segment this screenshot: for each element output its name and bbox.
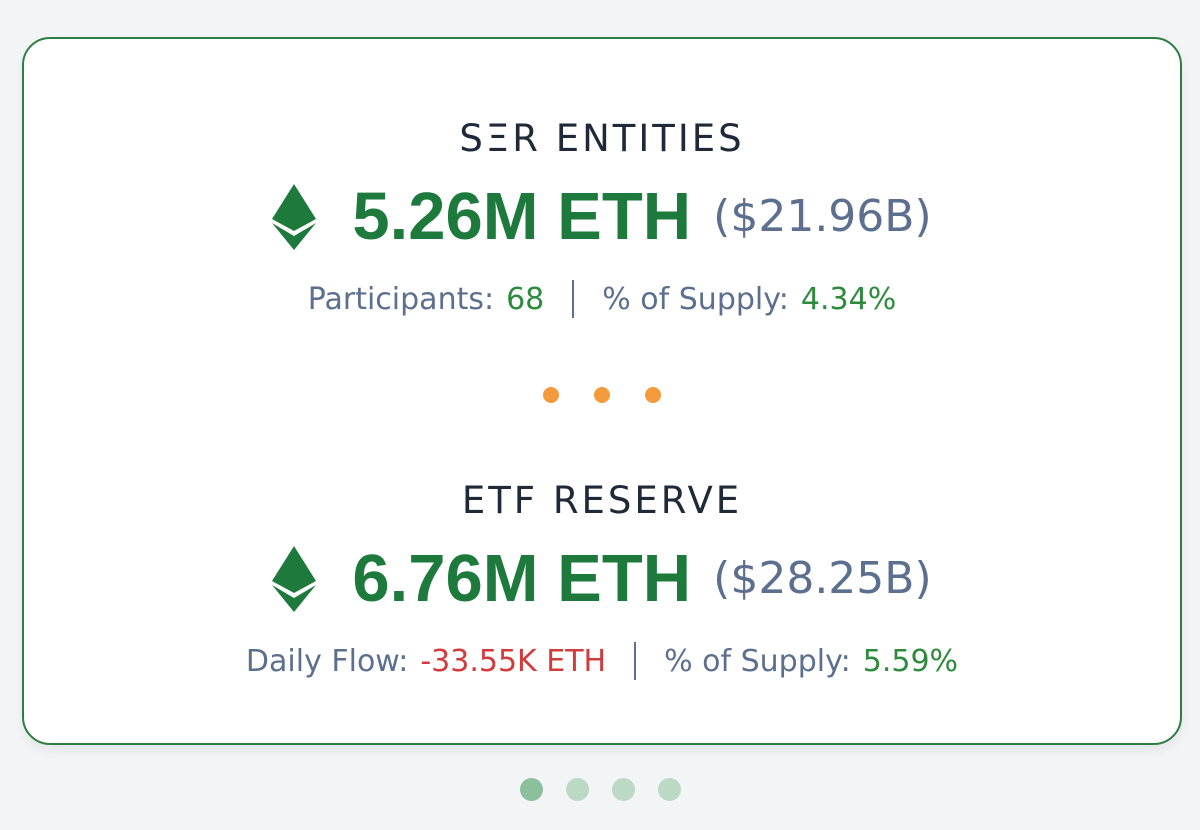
separator-dot [594, 387, 610, 403]
stats-row: Daily Flow: -33.55K ETH % of Supply: 5.5… [24, 639, 1180, 683]
usd-value: ($21.96B) [713, 191, 932, 242]
section-label: SΞR ENTITIES [459, 117, 745, 160]
participants-label: Participants: [307, 281, 495, 317]
pager-dot-3[interactable] [611, 778, 635, 801]
separator-dots [24, 387, 1180, 403]
daily-flow-label: Daily Flow: [245, 643, 409, 679]
ethereum-icon [272, 546, 317, 612]
amount-row: 5.26M ETH ($21.96B) [24, 179, 1180, 255]
section-etf-reserve: ETF RESERVE 6.76M ETH ($28.25B) Daily Fl… [24, 479, 1180, 683]
carousel-pager [0, 778, 1200, 801]
supply-value: 4.34% [800, 281, 897, 317]
pager-dot-1[interactable] [519, 778, 543, 801]
pager-dot-2[interactable] [565, 778, 589, 801]
pager-dot-4[interactable] [657, 778, 681, 801]
separator-dot [543, 387, 559, 403]
amount-row: 6.76M ETH ($28.25B) [24, 541, 1180, 617]
stats-divider [572, 280, 575, 318]
supply-label: % of Supply: [602, 281, 789, 317]
ethereum-icon [272, 184, 317, 250]
daily-flow-value: -33.55K ETH [420, 643, 607, 679]
usd-value: ($28.25B) [713, 553, 932, 604]
stats-row: Participants: 68 % of Supply: 4.34% [24, 277, 1180, 321]
participants-value: 68 [506, 281, 545, 317]
supply-label: % of Supply: [664, 643, 851, 679]
supply-value: 5.59% [862, 643, 959, 679]
stats-divider [634, 642, 637, 680]
eth-amount: 5.26M ETH [352, 179, 692, 254]
eth-amount: 6.76M ETH [352, 541, 692, 616]
summary-card: SΞR ENTITIES 5.26M ETH ($21.96B) Partici… [22, 37, 1182, 745]
section-label: ETF RESERVE [461, 479, 743, 522]
separator-dot [645, 387, 661, 403]
section-ser-entities: SΞR ENTITIES 5.26M ETH ($21.96B) Partici… [24, 117, 1180, 321]
